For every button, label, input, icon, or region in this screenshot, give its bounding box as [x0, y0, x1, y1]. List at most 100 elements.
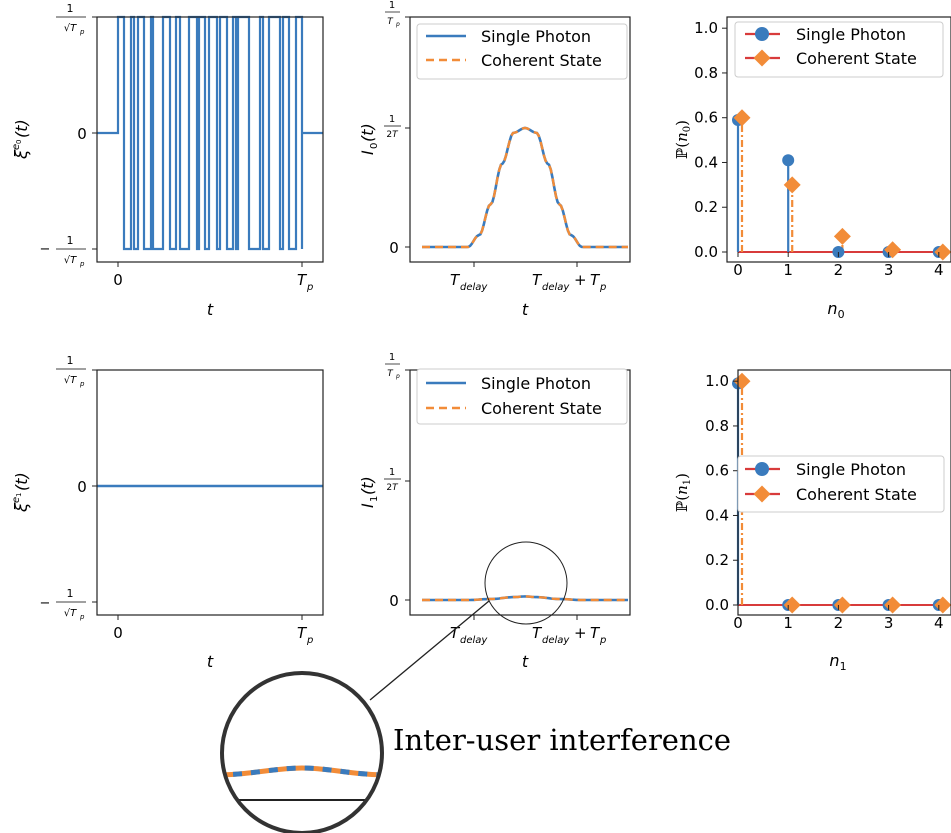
x-tick-label: 4	[934, 261, 944, 279]
svg-text:1: 1	[389, 114, 395, 125]
svg-text:T: T	[590, 271, 601, 289]
legend-box	[416, 368, 628, 425]
svg-text:T: T	[450, 624, 461, 642]
svg-text:p: p	[599, 282, 606, 293]
y-tick-label-zero: 0	[389, 592, 399, 610]
xi-e0-line	[97, 15, 323, 251]
x-axis-label: n0	[827, 299, 844, 321]
Pn1-axes: 0.0 0.2 0.4 0.6 0.8 1.0 0 1 2 3 4	[705, 372, 943, 632]
x-axis-label: t	[207, 300, 214, 319]
coherent-marker	[783, 176, 801, 194]
zoom-blue-line	[222, 765, 382, 778]
svg-text:0: 0	[369, 143, 380, 149]
x-tick-label: 3	[884, 261, 894, 279]
panel-frame	[409, 16, 631, 263]
svg-text:1: 1	[67, 354, 74, 367]
y-tick-label-pos: 1 √T p	[56, 2, 86, 36]
y-tick-label: 1.0	[694, 19, 718, 37]
legend-box	[737, 455, 945, 513]
x-tick-label: 4	[934, 614, 944, 632]
svg-text:0: 0	[15, 140, 23, 144]
coherent-marker	[833, 596, 851, 614]
svg-text:T: T	[387, 17, 394, 27]
legend-marker-coherent	[753, 49, 771, 67]
svg-text:T: T	[590, 624, 601, 642]
y-tick-label: 0.4	[694, 153, 718, 171]
y-tick-label: 1.0	[705, 372, 729, 390]
zoom-inset: Inter-user interference	[220, 600, 731, 833]
y-tick-label: 0.8	[694, 64, 718, 82]
svg-text:ξ: ξ	[12, 149, 32, 160]
xi-e0-waveform	[97, 15, 323, 251]
svg-text:1: 1	[67, 587, 74, 600]
y-tick-label: 0.4	[705, 506, 729, 524]
svg-text:(t): (t)	[358, 123, 377, 142]
I0-coherent-state-line	[422, 126, 628, 249]
panel-frame	[726, 16, 951, 263]
svg-text:delay: delay	[542, 635, 570, 646]
svg-text:e: e	[11, 497, 22, 503]
svg-text:ξ: ξ	[12, 502, 32, 513]
single-photon-marker	[782, 154, 795, 167]
svg-text:p: p	[395, 21, 400, 28]
I0-single-photon-line	[422, 126, 628, 249]
svg-text:+: +	[574, 624, 587, 642]
y-tick-label: 0.2	[705, 551, 729, 569]
x-tick-label-0: 0	[113, 624, 123, 642]
svg-text:1: 1	[389, 352, 395, 363]
svg-text:−: −	[40, 242, 51, 257]
x-axis-label: n1	[829, 651, 846, 673]
svg-text:(t): (t)	[12, 119, 31, 138]
legend: Single Photon Coherent State	[734, 21, 944, 78]
svg-text:I: I	[358, 503, 377, 508]
svg-text:2T: 2T	[386, 130, 399, 140]
coherent-marker	[833, 227, 851, 245]
Pn0-axes: 0.0 0.2 0.4 0.6 0.8 1.0 0 1 2 3 4	[694, 19, 943, 279]
svg-text:2T: 2T	[386, 483, 399, 493]
svg-text:delay: delay	[542, 282, 570, 293]
coherent-marker	[934, 596, 951, 614]
y-axis-label: ξ e0 (t)	[11, 119, 32, 160]
svg-text:(t): (t)	[12, 472, 31, 491]
svg-text:p: p	[306, 282, 313, 293]
y-axis-label: I1(t)	[358, 476, 380, 508]
legend-box	[416, 23, 628, 80]
Pn0-stems	[732, 109, 951, 261]
y-axis-label: ℙ(n0)	[673, 120, 693, 159]
legend-label-single: Single Photon	[796, 25, 906, 44]
legend-box	[734, 21, 944, 78]
x-tick-label: 1	[783, 261, 793, 279]
x-axis-label: t	[207, 652, 214, 671]
coherent-marker	[783, 596, 801, 614]
x-tick-label: 2	[834, 614, 844, 632]
svg-text:1: 1	[389, 0, 395, 11]
svg-text:p: p	[79, 380, 85, 388]
x-tick-label-0: 0	[113, 271, 123, 289]
zoom-source-circle	[484, 541, 568, 625]
panel-frame	[96, 369, 324, 616]
coherent-marker	[884, 596, 902, 614]
y-axis-label: I0(t)	[358, 123, 380, 155]
svg-text:1: 1	[369, 496, 380, 502]
x-tick-label: 0	[733, 614, 743, 632]
svg-text:1: 1	[67, 2, 74, 15]
coherent-marker	[934, 243, 951, 261]
y-tick-label-zero: 0	[389, 239, 399, 257]
svg-text:−: −	[40, 596, 51, 611]
y-tick-label: 0.6	[694, 109, 718, 127]
svg-text:ℙ(n0): ℙ(n0)	[673, 120, 693, 159]
y-tick-label-1-over-2T: 1 2T	[384, 467, 401, 493]
legend-marker-coherent	[753, 485, 771, 503]
x-tick-label: 1	[783, 614, 793, 632]
svg-text:delay: delay	[460, 635, 488, 646]
legend: Single Photon Coherent State	[416, 368, 628, 425]
legend-marker-single	[755, 27, 769, 41]
I1-coherent-state-line	[422, 595, 628, 602]
